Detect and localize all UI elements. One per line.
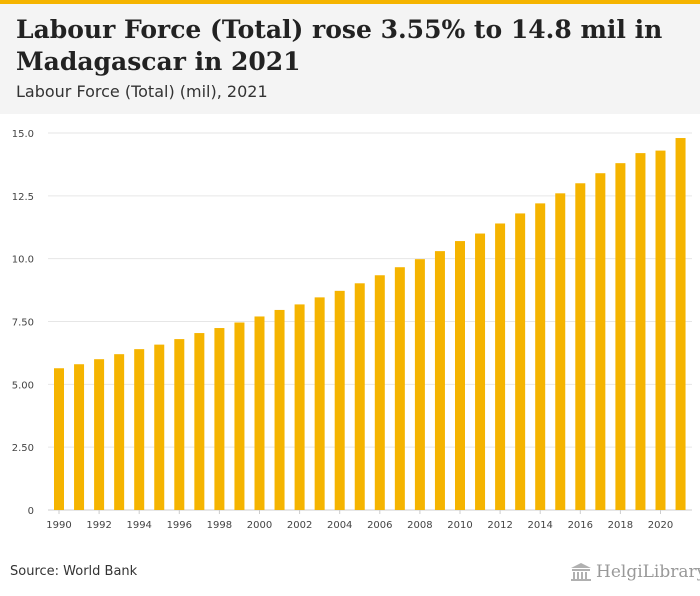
- bar-2012: [495, 223, 506, 510]
- y-tick-label: 12.5: [12, 192, 34, 203]
- bar-2019: [635, 153, 646, 510]
- bar-2000: [254, 316, 265, 510]
- x-tick-label: 2004: [327, 520, 352, 531]
- bar-2018: [615, 163, 626, 510]
- chart-subtitle: Labour Force (Total) (mil), 2021: [16, 82, 268, 101]
- bar-1995: [154, 344, 165, 510]
- bar-2010: [455, 241, 465, 510]
- bar-1999: [234, 322, 245, 510]
- bar-2015: [555, 193, 566, 510]
- library-building-icon: [571, 563, 591, 581]
- bar-2002: [294, 304, 305, 510]
- bar-1997: [194, 333, 205, 510]
- x-tick-label: 2014: [527, 520, 552, 531]
- bar-2017: [595, 173, 606, 511]
- top-accent-bar: [0, 0, 700, 4]
- x-tick-label: 2000: [247, 520, 272, 531]
- chart-area: 0 2.50 5.00 7.50 10.0 12.5 15.0 1990 1992 1994 19…: [0, 114, 700, 544]
- bar-1996: [174, 339, 185, 510]
- x-tick-label: 2002: [287, 520, 312, 531]
- helgi-library-logo: HelgiLibrary: [570, 560, 700, 584]
- bar-2009: [434, 251, 445, 511]
- x-tick-label: 2008: [407, 520, 432, 531]
- source-note: Source: World Bank: [10, 564, 138, 579]
- x-tick-label: 1996: [167, 520, 192, 531]
- x-tick-layer: 1990 1992 1994 1996 1998 2000 2002 2004 2006 2008…: [46, 510, 673, 531]
- y-tick-label: 10.0: [12, 255, 34, 266]
- bar-2003: [314, 297, 325, 510]
- bar-2016: [575, 183, 586, 510]
- x-tick-label: 2020: [648, 520, 673, 531]
- bar-1998: [214, 328, 225, 510]
- y-tick-label: 15.0: [12, 129, 34, 140]
- bar-2006: [374, 275, 385, 510]
- bar-layer: [54, 138, 686, 511]
- x-tick-label: 2012: [487, 520, 512, 531]
- bar-2005: [354, 283, 365, 510]
- x-tick-label: 1990: [46, 520, 71, 531]
- y-tick-label: 5.00: [12, 380, 34, 391]
- x-tick-label: 2016: [568, 520, 593, 531]
- chart-title: Labour Force (Total) rose 3.55% to 14.8 …: [16, 15, 663, 76]
- bar-2021: [675, 138, 686, 510]
- chart-header: Labour Force (Total) rose 3.55% to 14.8 …: [0, 4, 700, 114]
- bar-2013: [515, 213, 526, 510]
- bar-1994: [134, 349, 145, 510]
- bar-2008: [414, 259, 425, 510]
- bar-1991: [74, 364, 85, 510]
- x-tick-label: 1998: [207, 520, 232, 531]
- y-tick-label: 7.50: [12, 318, 34, 329]
- y-tick-label: 2.50: [12, 443, 34, 454]
- y-tick-layer: 0 2.50 5.00 7.50 10.0 12.5 15.0: [12, 129, 34, 517]
- logo-text: HelgiLibrary: [596, 562, 700, 582]
- x-tick-label: 2010: [447, 520, 472, 531]
- bar-1990: [54, 368, 64, 510]
- bar-2004: [334, 290, 345, 510]
- x-tick-label: 2018: [608, 520, 633, 531]
- bar-2014: [535, 203, 546, 510]
- bar-1993: [114, 354, 125, 510]
- bar-2011: [475, 233, 486, 510]
- bar-2020: [655, 150, 666, 511]
- x-tick-label: 1992: [86, 520, 111, 531]
- x-tick-label: 2006: [367, 520, 392, 531]
- y-tick-label: 0: [28, 506, 34, 517]
- bar-2001: [274, 309, 285, 510]
- x-tick-label: 1994: [126, 520, 151, 531]
- bar-2007: [394, 267, 405, 510]
- bar-1992: [94, 359, 105, 510]
